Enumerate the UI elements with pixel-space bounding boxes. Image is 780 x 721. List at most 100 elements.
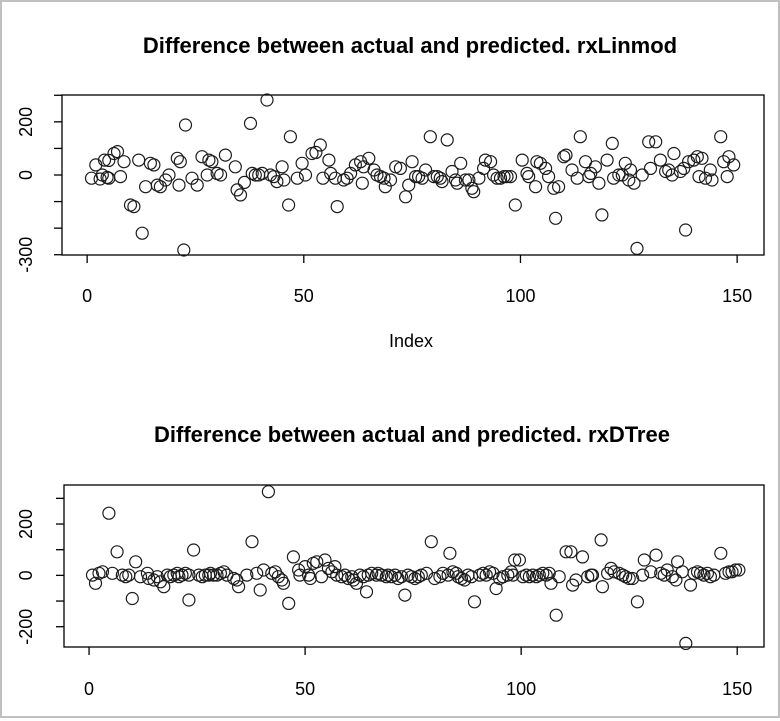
data-point: [228, 160, 242, 174]
y-tick-label: -200: [16, 609, 36, 645]
data-point: [139, 180, 153, 194]
data-point: [575, 550, 590, 564]
data-point: [503, 170, 518, 184]
data-point: [172, 178, 186, 192]
data-point: [243, 116, 258, 131]
data-point: [178, 118, 193, 132]
data-point: [214, 168, 228, 182]
data-point: [436, 566, 450, 580]
y-tick-label: 200: [16, 107, 36, 137]
data-point: [355, 176, 369, 190]
data-point: [344, 166, 358, 180]
data-point: [539, 568, 553, 582]
data-point: [478, 153, 492, 167]
data-point: [240, 568, 254, 582]
data-point: [559, 545, 573, 559]
x-tick-label: 150: [722, 679, 752, 699]
data-point: [557, 150, 571, 164]
data-point: [399, 190, 413, 204]
data-point: [419, 163, 433, 177]
data-point: [162, 168, 176, 182]
data-point: [185, 171, 199, 185]
data-point: [328, 559, 342, 574]
data-point: [205, 155, 219, 169]
data-point: [728, 563, 743, 577]
data-point: [200, 168, 214, 182]
plot-title-rxdtree: Difference between actual and predicted.…: [154, 422, 670, 447]
data-point: [217, 565, 231, 579]
data-point: [328, 171, 342, 185]
data-point: [232, 580, 246, 594]
data-point: [490, 171, 504, 185]
data-point: [110, 145, 125, 159]
data-point: [393, 161, 407, 175]
data-point: [102, 506, 116, 520]
data-point: [202, 153, 216, 167]
y-tick-label: 0: [16, 570, 36, 580]
data-point: [102, 153, 116, 167]
points-rxdtree: [85, 485, 746, 651]
data-point: [649, 135, 663, 149]
data-point: [127, 200, 141, 214]
data-point: [409, 170, 423, 184]
data-point: [501, 568, 515, 582]
data-point: [450, 176, 464, 190]
data-point: [637, 553, 651, 567]
y-tick-label: 0: [16, 170, 36, 180]
data-point: [522, 170, 536, 184]
data-point: [669, 573, 683, 587]
plot-rxdtree: Difference between actual and predicted.…: [16, 422, 765, 699]
data-point: [445, 164, 459, 179]
data-point: [529, 570, 543, 584]
data-point: [398, 588, 412, 602]
data-point: [660, 563, 674, 577]
data-point: [454, 156, 468, 170]
data-point: [630, 595, 645, 609]
data-point: [528, 180, 543, 194]
data-point: [277, 173, 291, 187]
data-point: [677, 161, 691, 175]
data-point: [508, 553, 522, 567]
data-point: [295, 156, 309, 170]
data-point: [541, 170, 556, 184]
data-point: [283, 130, 297, 144]
data-point: [683, 578, 698, 592]
data-point: [275, 160, 289, 174]
data-point: [303, 571, 317, 586]
data-point: [424, 535, 438, 549]
data-point: [489, 581, 503, 596]
data-point: [153, 180, 167, 194]
data-point: [582, 170, 596, 184]
data-point: [318, 553, 332, 567]
data-point: [378, 180, 392, 194]
y-tick-label: -300: [16, 237, 36, 273]
data-point: [282, 596, 296, 611]
data-point: [544, 576, 558, 590]
data-point: [607, 565, 621, 579]
data-point: [245, 535, 259, 549]
data-point: [520, 166, 534, 180]
data-point: [349, 576, 364, 590]
data-point: [616, 568, 630, 582]
data-point: [594, 533, 608, 547]
x-axis-label-index: Index: [389, 331, 433, 351]
plot-rxlinmod: Difference between actual and predicted.…: [16, 33, 765, 351]
data-point: [635, 568, 650, 582]
data-point: [462, 173, 476, 187]
plot-title-rxlinmod: Difference between actual and predicted.…: [143, 33, 677, 58]
data-point: [642, 135, 656, 149]
data-point: [549, 608, 563, 622]
data-point: [286, 550, 300, 564]
data-point: [479, 568, 493, 582]
data-point: [402, 178, 416, 192]
data-point: [477, 161, 491, 175]
data-point: [497, 170, 511, 184]
data-point: [330, 200, 344, 214]
data-point: [605, 136, 619, 150]
data-point: [298, 559, 312, 574]
data-point: [261, 485, 275, 499]
data-point: [248, 168, 262, 182]
data-point: [414, 568, 428, 582]
data-point: [622, 571, 636, 586]
data-point: [362, 151, 376, 165]
